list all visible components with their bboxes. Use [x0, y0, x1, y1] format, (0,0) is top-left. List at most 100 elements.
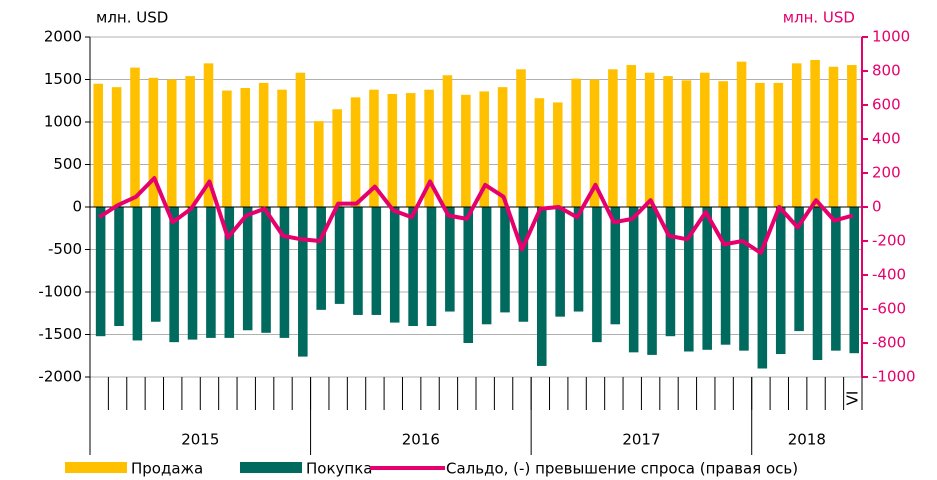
bar	[700, 72, 710, 207]
bar	[224, 207, 235, 338]
bar	[534, 98, 545, 207]
y2-tick-label: 200	[872, 164, 901, 182]
bar	[185, 76, 195, 207]
bar	[500, 207, 510, 313]
bar	[424, 89, 434, 207]
bar	[739, 207, 749, 351]
y2-tick-label: -200	[872, 232, 906, 250]
bar	[555, 207, 565, 317]
year-label: 2015	[181, 431, 219, 449]
bar	[831, 207, 841, 351]
bar	[702, 207, 712, 350]
bar	[150, 207, 161, 322]
bar	[628, 207, 639, 353]
bar	[405, 93, 416, 207]
bar	[718, 81, 728, 207]
bar	[757, 207, 768, 369]
bar	[132, 207, 143, 341]
y2-tick-label: 400	[872, 130, 901, 148]
bar	[408, 207, 418, 326]
legend-label: Продажа	[131, 460, 203, 478]
bar	[847, 65, 857, 207]
bar	[148, 77, 159, 207]
y2-tick-label: -600	[872, 300, 906, 318]
y-tick-label: 1500	[44, 70, 82, 88]
bar	[736, 61, 747, 208]
bar	[298, 207, 308, 357]
legend-swatch	[240, 462, 302, 473]
bar	[442, 75, 453, 207]
bar	[166, 79, 177, 207]
bar	[130, 67, 140, 207]
y2-tick-label: 0	[872, 198, 882, 216]
bar	[684, 207, 694, 352]
bar	[775, 207, 786, 355]
y2-tick-label: 800	[872, 62, 901, 80]
bar	[810, 59, 820, 208]
bar	[536, 207, 547, 366]
bar	[592, 207, 602, 343]
bar	[644, 72, 655, 207]
y-tick-label: -500	[48, 240, 82, 258]
y-tick-label: 0	[72, 198, 82, 216]
bar	[610, 207, 621, 325]
year-label: 2018	[788, 431, 826, 449]
year-label: 2017	[622, 431, 660, 449]
y2-tick-label: 1000	[872, 28, 910, 46]
bar	[387, 93, 398, 207]
legend-label: Сальдо, (-) превышение спроса (правая ос…	[446, 460, 798, 478]
bar	[371, 207, 382, 315]
y-tick-label: 2000	[44, 28, 82, 46]
bar	[169, 207, 179, 343]
bar	[463, 207, 474, 343]
bar	[350, 97, 361, 207]
bar	[240, 88, 251, 207]
y2-tick-label: -1000	[872, 368, 916, 386]
bar	[314, 121, 324, 207]
bar	[518, 207, 529, 322]
bar	[497, 87, 508, 207]
y-tick-label: -1500	[38, 325, 82, 343]
bar	[573, 207, 584, 312]
bar	[626, 65, 637, 207]
bar	[647, 207, 657, 355]
bar	[481, 207, 492, 325]
year-label: 2016	[402, 431, 440, 449]
bar	[681, 80, 692, 207]
y2-tick-label: -400	[872, 266, 906, 284]
y2-tick-label: -800	[872, 334, 906, 352]
bar	[316, 207, 326, 310]
bar	[828, 66, 839, 207]
bar	[332, 109, 342, 207]
bar	[445, 207, 455, 312]
bar	[589, 79, 600, 207]
line	[98, 176, 854, 255]
bar	[111, 87, 122, 207]
bar	[277, 89, 287, 207]
x-tick-label: VI	[843, 391, 861, 406]
bar	[222, 90, 232, 207]
bar	[773, 82, 784, 207]
bar	[295, 72, 306, 207]
bar	[261, 207, 271, 333]
y-tick-label: -1000	[38, 283, 82, 301]
legend-label: Покупка	[306, 460, 372, 478]
bar	[206, 207, 216, 338]
y-tick-label: 1000	[44, 113, 82, 131]
bar	[461, 94, 471, 207]
bar	[791, 63, 802, 207]
y2-tick-label: 600	[872, 96, 901, 114]
bar	[187, 207, 198, 340]
bar	[93, 83, 104, 207]
y-tick-label: -2000	[38, 368, 82, 386]
bar	[552, 102, 563, 207]
bar	[755, 82, 765, 207]
bar	[516, 69, 526, 207]
bar	[114, 207, 124, 326]
bar	[665, 207, 676, 337]
bar	[479, 91, 490, 207]
bar	[794, 207, 804, 332]
bar	[663, 76, 673, 207]
y-axis-label: млн. USD	[96, 9, 168, 27]
